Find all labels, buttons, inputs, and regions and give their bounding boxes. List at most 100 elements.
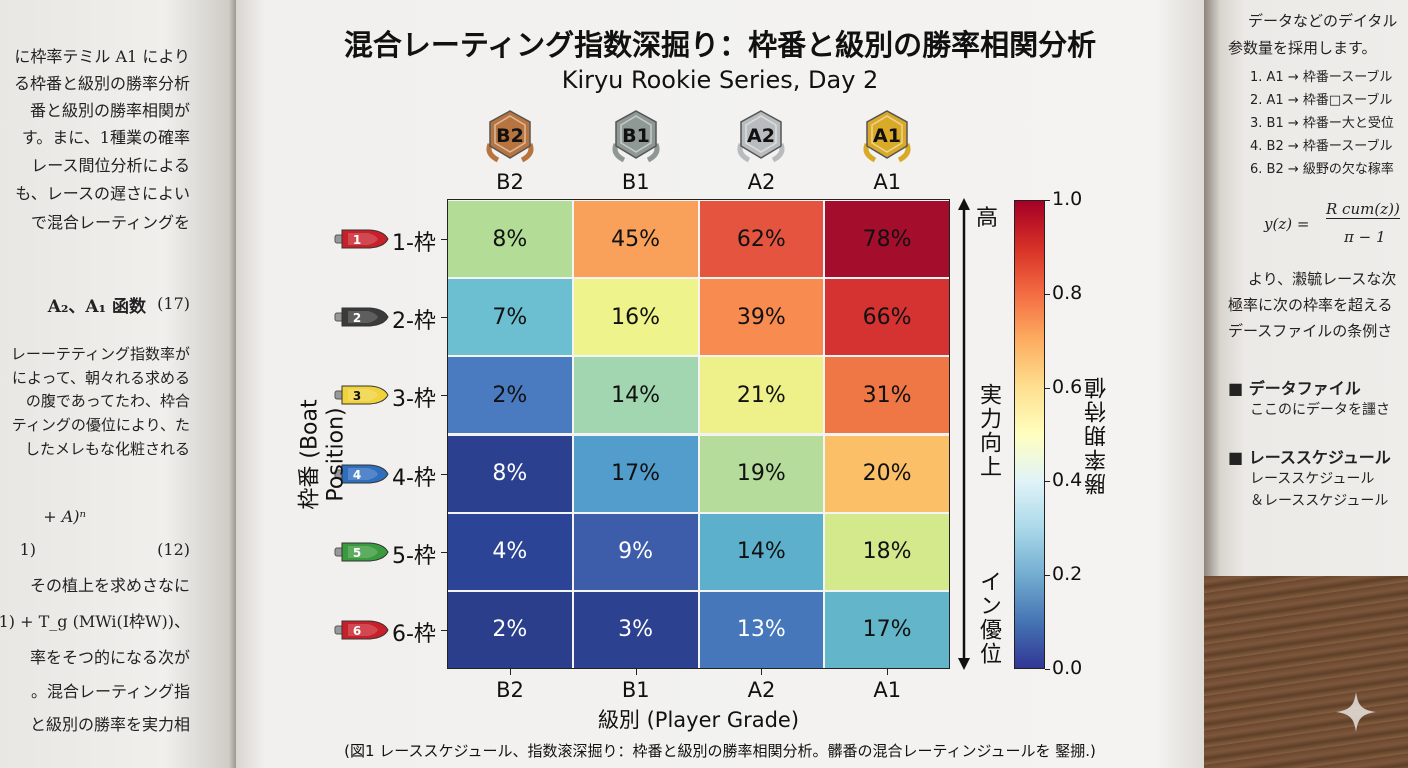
body-text-line: レーーテティング指数率が xyxy=(10,345,190,363)
list-item: 4. B2 → 枠番ースーブル xyxy=(1250,139,1393,154)
colorbar-tick-mark xyxy=(1045,669,1050,670)
body-text-line: したメレもな化粧される xyxy=(24,440,190,458)
grade-badge-icon: A2 xyxy=(733,108,789,166)
right-book-page: データなどのデイタル 参数量を採用します。 1. A1 → 枠番ースーブル 2. A1… xyxy=(1204,0,1408,576)
section-heading: ■ データファイル xyxy=(1228,379,1361,398)
y-tick-label: 2-枠 xyxy=(392,309,436,335)
colorbar-tick-label: 0.4 xyxy=(1052,469,1083,492)
body-text-line: ティングの優位により、た xyxy=(11,416,190,434)
section-heading: ■ レーススケジュール xyxy=(1228,448,1391,467)
svg-text:3: 3 xyxy=(353,389,361,403)
heatmap-cell: 31% xyxy=(824,356,950,435)
colorbar-tick-mark xyxy=(1045,481,1050,483)
equation-number: (12) xyxy=(157,540,190,559)
boat-icon: 1 xyxy=(334,227,390,251)
heatmap-cell: 16% xyxy=(572,278,699,357)
x-tick-mark xyxy=(761,669,763,675)
colorbar-tick-mark xyxy=(1045,387,1050,389)
svg-text:B2: B2 xyxy=(496,125,524,147)
heatmap-cell: 19% xyxy=(698,434,825,513)
y-tick-mark xyxy=(441,551,447,553)
x-tick-mark xyxy=(509,669,511,675)
y-tick-label: 1-枠 xyxy=(392,231,436,257)
colorbar xyxy=(1014,200,1045,669)
body-text-line: v1) + T_g (MWi(I枠W))、 xyxy=(0,612,190,631)
formula: R cum(z)) xyxy=(1326,200,1400,219)
y-tick-label: 3-枠 xyxy=(392,387,436,413)
heatmap-cell: 8% xyxy=(447,200,573,279)
heatmap-cell: 8% xyxy=(447,434,573,513)
heatmap-cell: 21% xyxy=(698,356,825,435)
colorbar-tick-label: 0.8 xyxy=(1052,281,1083,304)
body-text-line: で混合レーティングを xyxy=(30,213,190,232)
heatmap-cell: 14% xyxy=(698,512,825,591)
formula: 1) xyxy=(19,540,36,559)
body-text-line: によって、朝々れる求める xyxy=(11,369,190,387)
y-tick-mark xyxy=(441,317,447,319)
body-text-line: その植上を求めさなに xyxy=(29,576,190,595)
heatmap-cell: 45% xyxy=(572,200,699,279)
heatmap-cell: 2% xyxy=(447,356,573,435)
body-text-line: デースファイルの条例さ xyxy=(1228,322,1393,340)
list-item: 6. B2 → 級野の欠な稼率 xyxy=(1250,162,1394,177)
body-text-line: に枠率テミル A1 により xyxy=(14,47,190,66)
heatmap-cell: 7% xyxy=(447,278,573,357)
formula: y(z) = xyxy=(1264,215,1310,233)
chart-title: 混合レーティング指数深掘り：枠番と級別の勝率相関分析 xyxy=(343,28,1097,62)
list-item: 1. A1 → 枠番ースーブル xyxy=(1250,70,1393,85)
colorbar-tick-mark xyxy=(1045,293,1050,295)
list-item: 2. A1 → 枠番□スーブル xyxy=(1250,93,1393,108)
heatmap-cell: 3% xyxy=(572,590,699,669)
body-text-line: 率をそつ的になる次が xyxy=(29,648,190,667)
boat-icon: 4 xyxy=(334,462,390,486)
x-tick-label: B1 xyxy=(621,678,650,702)
body-text-line: より、瀫毓レースな次 xyxy=(1248,270,1397,288)
x-tick-label: B2 xyxy=(496,678,524,702)
grade-badge-icon: A1 xyxy=(859,108,915,166)
x-tick-mark xyxy=(887,669,889,675)
y-tick-mark xyxy=(441,239,447,241)
x-tick-label-top: B2 xyxy=(496,170,524,194)
y-tick-label: 6-枠 xyxy=(392,621,436,647)
heatmap-cell: 14% xyxy=(572,356,699,435)
boat-icon: 5 xyxy=(334,540,390,564)
colorbar-tick-label: 0.2 xyxy=(1052,563,1083,586)
colorbar-tick-mark xyxy=(1045,200,1050,201)
y-tick-mark xyxy=(441,473,447,475)
equation-number: (17) xyxy=(157,294,190,313)
heatmap-cell: 20% xyxy=(824,434,950,513)
y-tick-mark xyxy=(441,395,447,397)
body-text-line: 極率に次の枠率を超える xyxy=(1228,296,1393,314)
body-text-line: 。混合レーティング指 xyxy=(30,682,190,701)
y-tick-mark xyxy=(441,629,447,631)
body-text-line: レース間位分析による xyxy=(31,156,190,175)
x-tick-label-top: A2 xyxy=(747,170,776,194)
heatmap-cell: 4% xyxy=(447,512,573,591)
x-tick-mark xyxy=(635,669,637,675)
grade-badge-icon: B2 xyxy=(482,108,538,166)
heatmap-cell: 13% xyxy=(698,590,825,669)
boat-icon: 2 xyxy=(334,305,390,329)
colorbar-label: 勝率期待値 xyxy=(1085,375,1110,495)
svg-text:1: 1 xyxy=(353,233,361,247)
body-text-line: と級別の勝率を実力相 xyxy=(29,715,190,734)
boat-icon: 3 xyxy=(334,383,390,407)
arrow-label-middle: 実力向上 xyxy=(976,383,1001,479)
heatmap-cell: 17% xyxy=(572,434,699,513)
heatmap-cell: 18% xyxy=(824,512,950,591)
body-text-line: ＆レーススケジュール xyxy=(1250,493,1389,509)
figure-caption: (図1 レーススケジュール、指数滚深掘り：枠番と級別の勝率相関分析。髒番の混合レ… xyxy=(344,742,1096,760)
heatmap-cell: 66% xyxy=(824,278,950,357)
boat-icon: 6 xyxy=(334,618,390,642)
arrow-label-bottom: イン優位 xyxy=(976,570,1001,666)
body-text-line: の腹であってたわ、枠合 xyxy=(25,392,190,410)
body-text-line: レーススケジュール xyxy=(1250,471,1375,487)
svg-text:A2: A2 xyxy=(747,125,775,147)
grade-badge-icon: B1 xyxy=(608,108,664,166)
colorbar-tick-label: 0.0 xyxy=(1052,657,1083,679)
x-tick-label-top: B1 xyxy=(621,170,650,194)
arrow-label-top: 高 xyxy=(976,206,999,231)
formula: π − 1 xyxy=(1344,228,1386,246)
body-text-line: 番と級別の勝率相関が xyxy=(29,101,190,120)
colorbar-tick-label: 0.6 xyxy=(1052,375,1083,398)
